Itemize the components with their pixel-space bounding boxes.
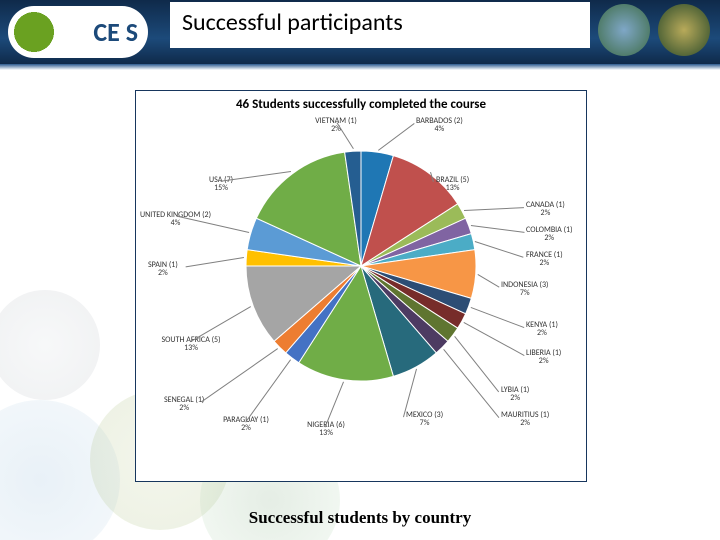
pie-slice-label: MAURITIUS (1)2% (501, 411, 549, 428)
pie-slice-label: BRAZIL (5)13% (436, 176, 469, 193)
header-forest-icon (658, 4, 710, 56)
pie-slice-label: SENEGAL (1)2% (164, 396, 204, 413)
pie-chart-container: 46 Students successfully completed the c… (135, 90, 587, 482)
pie-slice-label: LIBERIA (1)2% (526, 349, 561, 366)
page-title: Successful participants (170, 2, 590, 48)
pie-slice-label: KENYA (1)2% (526, 321, 558, 338)
pie-slice-label: INDONESIA (3)7% (501, 281, 548, 298)
header-globe-icon (598, 4, 650, 56)
leader-line (470, 225, 523, 233)
pie-slice-label: LYBIA (1)2% (501, 386, 529, 403)
ceos-logo: CE S (8, 6, 148, 58)
leader-line (186, 257, 244, 267)
pie-slice-label: BARBADOS (2)4% (416, 117, 463, 134)
pie-slice-label: UNITED KINGDOM (2)4% (140, 211, 211, 228)
leader-line (475, 241, 524, 258)
leader-line (477, 274, 499, 288)
pie-slice-label: SPAIN (1)2% (148, 261, 178, 278)
pie-slice-label: VIETNAM (1)2% (315, 117, 357, 134)
pie-slice-label: CANADA (1)2% (526, 201, 565, 218)
pie-slice-label: COLOMBIA (1)2% (526, 226, 573, 243)
chart-caption: Successful students by country (0, 508, 720, 528)
slide-header: CE S Successful participants (0, 0, 720, 64)
leader-line (378, 123, 415, 151)
pie-slice-label: FRANCE (1)2% (526, 251, 563, 268)
pie-slice-label: SOUTH AFRICA (5)13% (161, 336, 220, 353)
bg-globe-icon (0, 290, 100, 400)
leader-line (190, 306, 251, 342)
leader-line (470, 307, 524, 328)
chart-title: 46 Students successfully completed the c… (136, 91, 586, 112)
pie-slice-label: MEXICO (3)7% (406, 411, 443, 428)
